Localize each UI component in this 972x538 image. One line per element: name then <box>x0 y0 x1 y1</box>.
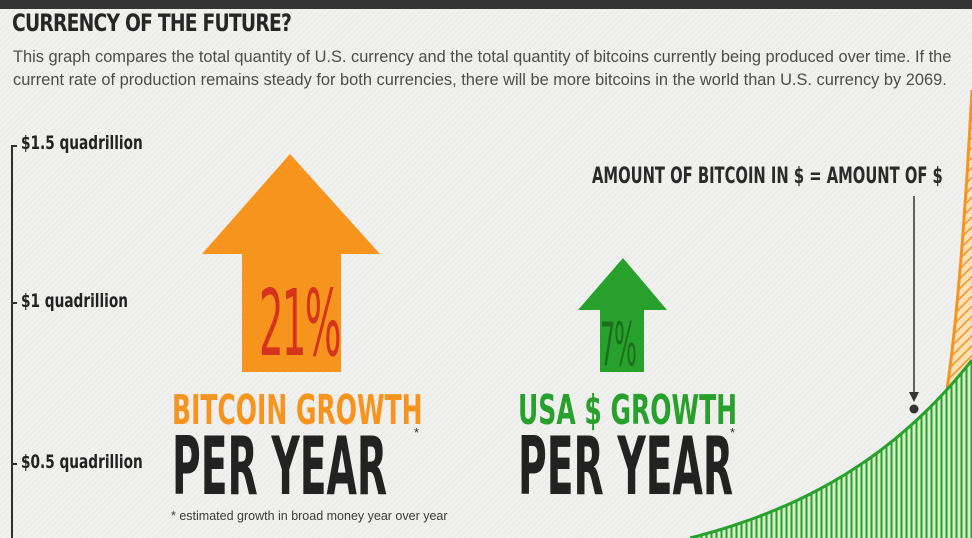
usd-series-line <box>689 359 972 538</box>
crossover-annotation: AMOUNT OF BITCOIN IN $ = AMOUNT OF $ <box>592 164 943 189</box>
footnote-text: * estimated growth in broad money year o… <box>171 509 448 523</box>
usd-growth-percent: 7% <box>600 310 637 380</box>
crossover-point <box>909 404 919 414</box>
y-axis-line <box>11 146 13 538</box>
y-tick-label: $1.5 quadrillion <box>21 132 143 154</box>
y-tick-mark <box>11 145 17 147</box>
footnote-asterisk: * <box>730 425 736 440</box>
bitcoin-growth-label: BITCOIN GROWTH <box>172 386 423 434</box>
infographic-title: CURRENCY OF THE FUTURE? <box>12 9 292 37</box>
description-text: This graph compares the total quantity o… <box>13 48 952 89</box>
usd-growth-arrow-icon <box>578 258 667 372</box>
usd-per-year-label: PER YEAR <box>518 420 734 513</box>
annotation-pointer-arrowhead <box>909 392 919 402</box>
bitcoin-growth-arrow-icon <box>202 154 380 372</box>
top-bar <box>0 0 972 9</box>
usd-growth-label: USA $ GROWTH <box>518 386 738 434</box>
usd-series-area <box>690 360 972 538</box>
y-tick-label: $1 quadrillion <box>21 290 128 312</box>
y-tick-mark <box>11 463 17 465</box>
y-tick-label: $0.5 quadrillion <box>21 451 143 473</box>
footnote-asterisk: * <box>414 425 420 440</box>
bitcoin-growth-percent: 21% <box>259 270 342 377</box>
bitcoin-per-year-label: PER YEAR <box>172 420 388 513</box>
y-tick-mark <box>11 302 17 304</box>
